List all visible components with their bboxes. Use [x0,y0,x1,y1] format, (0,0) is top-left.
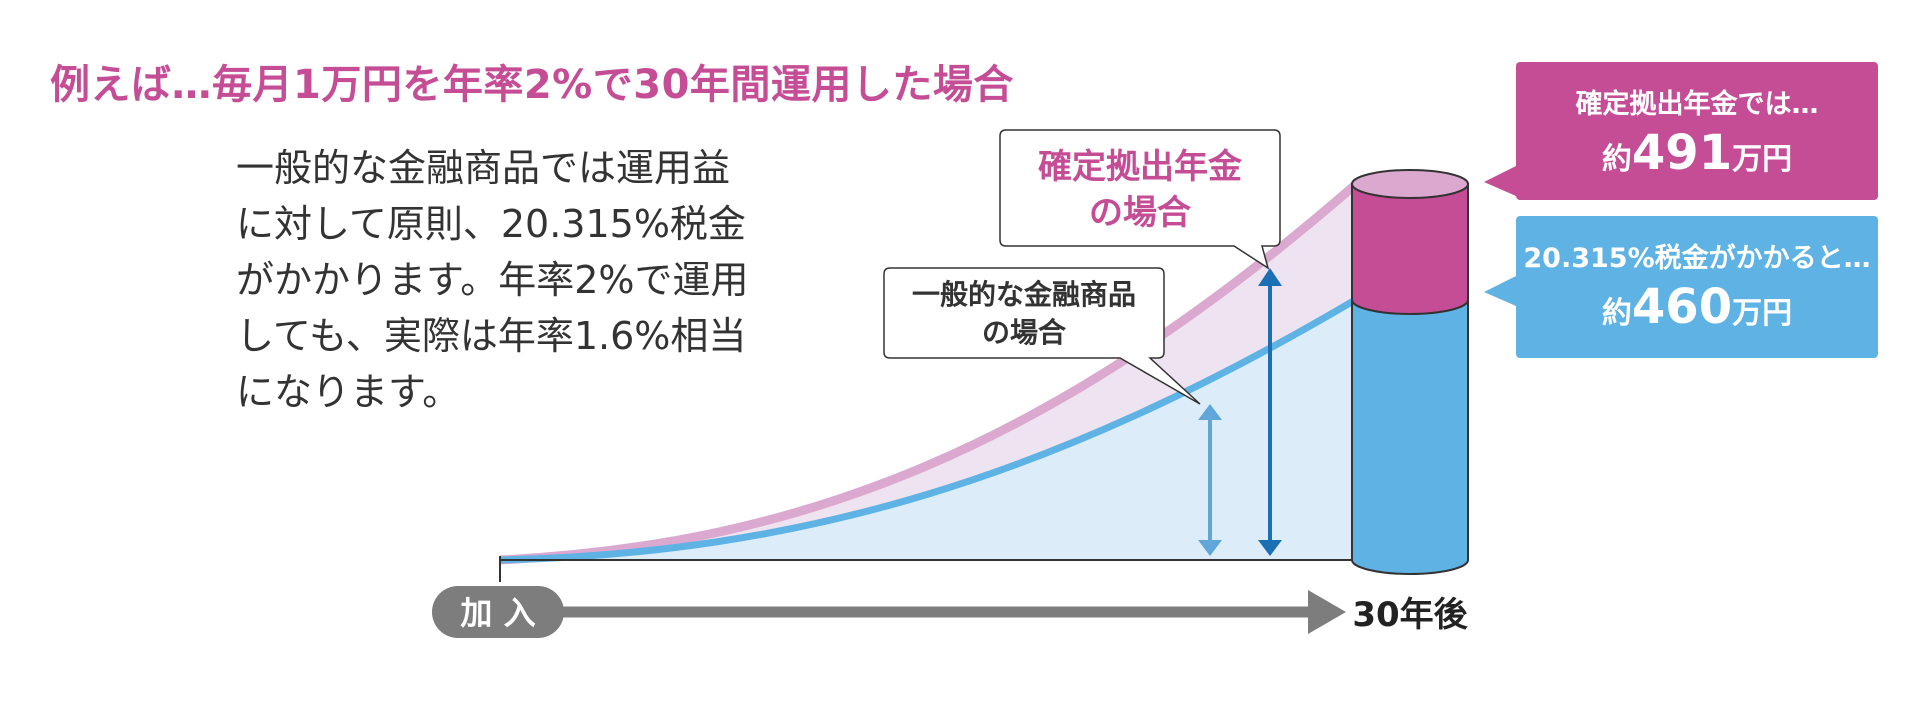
general-callout-line1: 一般的な金融商品 [912,278,1136,311]
dc-callout-line2: の場合 [1089,193,1191,233]
cylinder-pink-body [1351,183,1469,315]
general-callout-line2: の場合 [982,316,1067,349]
taxed-result-box: 20.315%税金がかかると… 約460万円 [1516,216,1878,358]
dc-callout-line1: 確定拠出年金 [1038,147,1243,187]
general-gap-arrow [1198,404,1222,556]
timeline: 加 入 30年後 [432,586,1469,638]
general-area [500,300,1355,560]
description-line: 一般的な金融商品では運用益 [236,146,731,190]
taxed-result-pointer [1484,276,1516,306]
start-pill [432,586,564,638]
dc-gap-arrow [1258,268,1282,556]
general-curve [499,296,1357,564]
cylinder-top [1351,169,1469,199]
dc-callout: 確定拠出年金 の場合 [999,129,1281,270]
dc-result-value: 約491万円 [1516,125,1878,181]
cylinder-blue-body [1351,299,1469,575]
description: 一般的な金融商品では運用益 に対して原則、20.315%税金 がかかります。年率… [236,140,836,420]
description-line: しても、実際は年率1.6%相当 [236,314,747,358]
taxed-result-value: 約460万円 [1516,279,1878,335]
taxed-result-label: 20.315%税金がかかると… [1523,243,1871,274]
dc-result-box: 確定拠出年金では… 約491万円 [1516,62,1878,200]
dc-curve [499,181,1358,565]
general-callout: 一般的な金融商品 の場合 [883,267,1201,405]
cylinder [1351,169,1469,575]
taxed-result-unit: 万円 [1732,296,1793,331]
dc-result-pointer [1484,166,1516,196]
start-label: 加 入 [460,594,535,632]
dc-result-label: 確定拠出年金では… [1575,89,1819,120]
end-label: 30年後 [1352,595,1468,635]
dc-result-prefix: 約 [1601,142,1632,177]
description-line: に対して原則、20.315%税金 [236,202,746,246]
taxed-result-number: 460 [1631,279,1733,335]
dc-result-number: 491 [1631,125,1733,181]
description-line: になります。 [236,370,461,414]
headline: 例えば…毎月1万円を年率2%で30年間運用した場合 [50,62,1014,108]
taxed-result-prefix: 約 [1601,296,1632,331]
description-line: がかかります。年率2%で運用 [236,258,749,302]
dc-result-unit: 万円 [1732,142,1793,177]
